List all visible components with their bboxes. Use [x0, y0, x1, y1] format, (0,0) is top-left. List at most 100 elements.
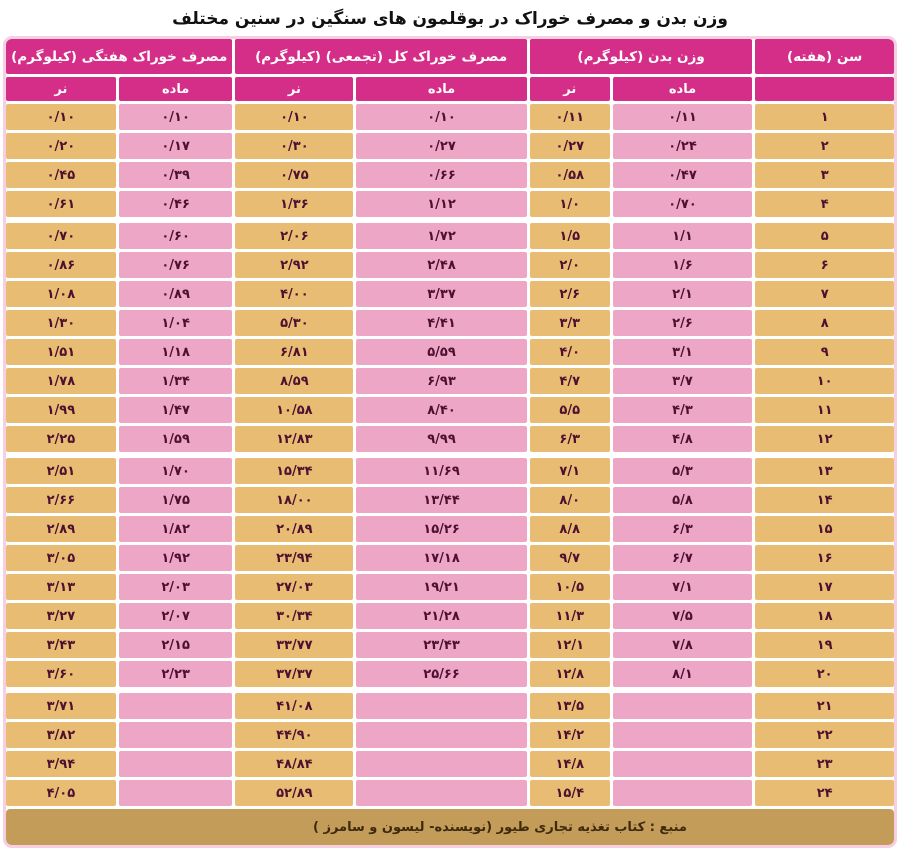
weekly-feed-female-cell: ۲/۲۳: [118, 661, 233, 687]
weekly-feed-female-cell: ۱/۷۰: [118, 458, 233, 484]
body-weight-male-cell: ۱۵/۴: [529, 780, 610, 806]
table-row: ۶ ۱/۶ ۲/۰ ۲/۴۸ ۲/۹۲ ۰/۷۶ ۰/۸۶: [6, 252, 894, 278]
table-subheader-row: ماده نر ماده نر ماده نر: [6, 77, 894, 101]
data-table: سن (هفته) وزن بدن (کیلوگرم) مصرف خوراک ک…: [3, 36, 897, 848]
body-weight-female-cell: [612, 751, 753, 777]
weekly-feed-female-cell: ۱/۴۷: [118, 397, 233, 423]
age-cell: ۲۲: [755, 722, 894, 748]
weekly-feed-female-cell: ۲/۱۵: [118, 632, 233, 658]
total-feed-female-cell: [356, 722, 527, 748]
weekly-feed-female-cell: ۱/۱۸: [118, 339, 233, 365]
page: وزن بدن و مصرف خوراک در بوقلمون های سنگی…: [3, 9, 897, 848]
body-weight-male-cell: ۱۳/۵: [529, 693, 610, 719]
table-row: ۱۰ ۳/۷ ۴/۷ ۶/۹۳ ۸/۵۹ ۱/۳۴ ۱/۷۸: [6, 368, 894, 394]
age-cell: ۷: [755, 281, 894, 307]
header-body-weight: وزن بدن (کیلوگرم): [529, 39, 753, 74]
body-weight-female-cell: [612, 780, 753, 806]
total-feed-female-cell: ۰/۶۶: [356, 162, 527, 188]
total-feed-female-cell: ۱۱/۶۹: [356, 458, 527, 484]
total-feed-female-cell: ۵/۵۹: [356, 339, 527, 365]
body-weight-male-cell: ۱۱/۳: [529, 603, 610, 629]
weekly-feed-female-cell: ۱/۹۲: [118, 545, 233, 571]
weekly-feed-female-cell: [118, 693, 233, 719]
body-weight-female-cell: ۳/۱: [612, 339, 753, 365]
body-weight-female-cell: ۳/۷: [612, 368, 753, 394]
subheader-body-male: نر: [529, 77, 610, 101]
body-weight-female-cell: ۱/۱: [612, 223, 753, 249]
weekly-feed-female-cell: ۰/۸۹: [118, 281, 233, 307]
age-cell: ۱۷: [755, 574, 894, 600]
weekly-feed-male-cell: ۳/۸۲: [6, 722, 116, 748]
subheader-weekly-female: ماده: [118, 77, 233, 101]
weekly-feed-female-cell: ۱/۷۵: [118, 487, 233, 513]
total-feed-female-cell: ۲/۴۸: [356, 252, 527, 278]
weekly-feed-female-cell: [118, 751, 233, 777]
table-row: ۱۸ ۷/۵ ۱۱/۳ ۲۱/۲۸ ۳۰/۳۴ ۲/۰۷ ۳/۲۷: [6, 603, 894, 629]
age-cell: ۹: [755, 339, 894, 365]
body-weight-male-cell: ۸/۰: [529, 487, 610, 513]
total-feed-female-cell: ۹/۹۹: [356, 426, 527, 452]
weekly-feed-male-cell: ۳/۱۳: [6, 574, 116, 600]
header-age-week: سن (هفته): [755, 39, 894, 74]
body-weight-male-cell: ۳/۳: [529, 310, 610, 336]
body-weight-male-cell: ۴/۰: [529, 339, 610, 365]
age-cell: ۵: [755, 223, 894, 249]
total-feed-female-cell: ۲۳/۴۳: [356, 632, 527, 658]
total-feed-female-cell: ۴/۴۱: [356, 310, 527, 336]
total-feed-female-cell: ۱۵/۲۶: [356, 516, 527, 542]
body-weight-female-cell: ۵/۳: [612, 458, 753, 484]
total-feed-female-cell: ۳/۳۷: [356, 281, 527, 307]
age-cell: ۸: [755, 310, 894, 336]
table-row: ۱۳ ۵/۳ ۷/۱ ۱۱/۶۹ ۱۵/۳۴ ۱/۷۰ ۲/۵۱: [6, 458, 894, 484]
total-feed-male-cell: ۰/۷۵: [235, 162, 354, 188]
weekly-feed-female-cell: ۰/۱۰: [118, 104, 233, 130]
table-row: ۲۳ ۱۴/۸ ۴۸/۸۴ ۳/۹۴: [6, 751, 894, 777]
source-note: منبع : کتاب تغذیه تجاری طیور (نویسنده- ل…: [313, 819, 687, 835]
weekly-feed-male-cell: ۰/۷۰: [6, 223, 116, 249]
weekly-feed-male-cell: ۱/۷۸: [6, 368, 116, 394]
weekly-feed-male-cell: ۰/۲۰: [6, 133, 116, 159]
table-row: ۴ ۰/۷۰ ۱/۰ ۱/۱۲ ۱/۳۶ ۰/۴۶ ۰/۶۱: [6, 191, 894, 217]
table-row: ۱۱ ۴/۳ ۵/۵ ۸/۴۰ ۱۰/۵۸ ۱/۴۷ ۱/۹۹: [6, 397, 894, 423]
weekly-feed-male-cell: ۲/۲۵: [6, 426, 116, 452]
table-row: ۹ ۳/۱ ۴/۰ ۵/۵۹ ۶/۸۱ ۱/۱۸ ۱/۵۱: [6, 339, 894, 365]
body-weight-male-cell: ۱۲/۱: [529, 632, 610, 658]
weekly-feed-male-cell: ۳/۹۴: [6, 751, 116, 777]
age-cell: ۱۴: [755, 487, 894, 513]
page-title: وزن بدن و مصرف خوراک در بوقلمون های سنگی…: [172, 9, 728, 29]
body-weight-female-cell: ۲/۱: [612, 281, 753, 307]
table-row: ۱۶ ۶/۷ ۹/۷ ۱۷/۱۸ ۲۳/۹۴ ۱/۹۲ ۳/۰۵: [6, 545, 894, 571]
total-feed-male-cell: ۱۸/۰۰: [235, 487, 354, 513]
weekly-feed-male-cell: ۱/۰۸: [6, 281, 116, 307]
table-row: ۲ ۰/۲۴ ۰/۲۷ ۰/۲۷ ۰/۳۰ ۰/۱۷ ۰/۲۰: [6, 133, 894, 159]
table-row: ۳ ۰/۴۷ ۰/۵۸ ۰/۶۶ ۰/۷۵ ۰/۳۹ ۰/۴۵: [6, 162, 894, 188]
table-row: ۲۴ ۱۵/۴ ۵۲/۸۹ ۴/۰۵: [6, 780, 894, 806]
total-feed-male-cell: ۱۰/۵۸: [235, 397, 354, 423]
weekly-feed-male-cell: ۳/۶۰: [6, 661, 116, 687]
table-row: ۷ ۲/۱ ۲/۶ ۳/۳۷ ۴/۰۰ ۰/۸۹ ۱/۰۸: [6, 281, 894, 307]
body-weight-female-cell: [612, 722, 753, 748]
age-cell: ۲۰: [755, 661, 894, 687]
header-weekly-feed: مصرف خوراک هفتگی (کیلوگرم): [6, 39, 233, 74]
weekly-feed-male-cell: ۰/۶۱: [6, 191, 116, 217]
weekly-feed-male-cell: ۰/۸۶: [6, 252, 116, 278]
body-weight-male-cell: ۱۴/۲: [529, 722, 610, 748]
age-cell: ۶: [755, 252, 894, 278]
total-feed-male-cell: ۱۵/۳۴: [235, 458, 354, 484]
weekly-feed-male-cell: ۱/۳۰: [6, 310, 116, 336]
body-weight-male-cell: ۱۴/۸: [529, 751, 610, 777]
body-weight-male-cell: ۷/۱: [529, 458, 610, 484]
table-row: ۱۷ ۷/۱ ۱۰/۵ ۱۹/۲۱ ۲۷/۰۳ ۲/۰۳ ۳/۱۳: [6, 574, 894, 600]
subheader-total-male: نر: [235, 77, 354, 101]
weekly-feed-female-cell: ۲/۰۳: [118, 574, 233, 600]
body-weight-female-cell: ۰/۴۷: [612, 162, 753, 188]
total-feed-male-cell: ۴/۰۰: [235, 281, 354, 307]
weekly-feed-male-cell: ۲/۵۱: [6, 458, 116, 484]
total-feed-female-cell: [356, 693, 527, 719]
total-feed-female-cell: ۲۵/۶۶: [356, 661, 527, 687]
subheader-weekly-male: نر: [6, 77, 116, 101]
total-feed-male-cell: ۵۲/۸۹: [235, 780, 354, 806]
age-cell: ۱۲: [755, 426, 894, 452]
total-feed-female-cell: ۱۷/۱۸: [356, 545, 527, 571]
weekly-feed-female-cell: [118, 722, 233, 748]
